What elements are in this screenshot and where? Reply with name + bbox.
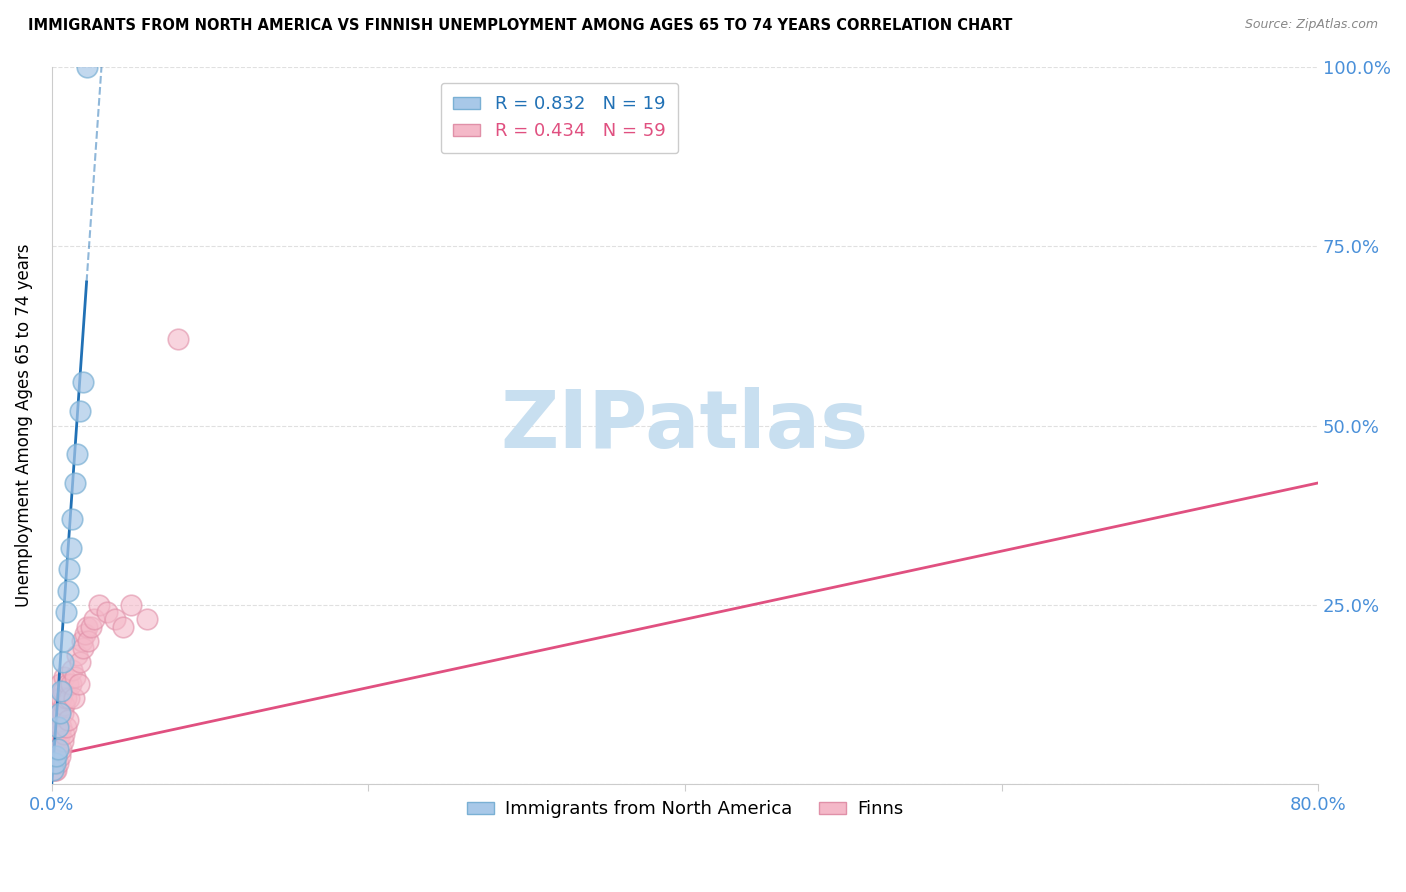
Point bbox=[65, 475, 87, 490]
Point bbox=[46, 720, 69, 734]
Point bbox=[63, 691, 86, 706]
Point bbox=[44, 756, 66, 770]
Point bbox=[69, 404, 91, 418]
Point bbox=[45, 748, 67, 763]
Text: IMMIGRANTS FROM NORTH AMERICA VS FINNISH UNEMPLOYMENT AMONG AGES 65 TO 74 YEARS : IMMIGRANTS FROM NORTH AMERICA VS FINNISH… bbox=[28, 18, 1012, 33]
Point bbox=[66, 447, 89, 461]
Point bbox=[53, 670, 76, 684]
Point bbox=[45, 741, 67, 756]
Point bbox=[42, 756, 65, 770]
Point bbox=[76, 60, 98, 74]
Point bbox=[67, 677, 90, 691]
Point bbox=[59, 677, 82, 691]
Point bbox=[55, 720, 77, 734]
Point bbox=[60, 512, 83, 526]
Point bbox=[44, 763, 66, 777]
Point bbox=[48, 727, 70, 741]
Point bbox=[80, 619, 103, 633]
Point bbox=[69, 656, 91, 670]
Point bbox=[77, 633, 100, 648]
Point bbox=[111, 619, 134, 633]
Point bbox=[58, 562, 80, 576]
Point bbox=[44, 756, 66, 770]
Point bbox=[45, 748, 67, 763]
Point bbox=[45, 763, 67, 777]
Point bbox=[52, 684, 75, 698]
Point bbox=[56, 583, 79, 598]
Legend: Immigrants from North America, Finns: Immigrants from North America, Finns bbox=[460, 793, 910, 826]
Point bbox=[53, 698, 76, 713]
Text: Source: ZipAtlas.com: Source: ZipAtlas.com bbox=[1244, 18, 1378, 31]
Point bbox=[48, 706, 70, 720]
Point bbox=[72, 641, 94, 656]
Point bbox=[42, 727, 65, 741]
Point bbox=[65, 670, 87, 684]
Point bbox=[48, 748, 70, 763]
Point bbox=[42, 748, 65, 763]
Point bbox=[96, 605, 118, 619]
Point bbox=[56, 713, 79, 727]
Point bbox=[45, 706, 67, 720]
Point bbox=[46, 720, 69, 734]
Point bbox=[66, 648, 89, 663]
Point bbox=[104, 612, 127, 626]
Point bbox=[70, 633, 93, 648]
Point bbox=[52, 734, 75, 748]
Point bbox=[42, 763, 65, 777]
Point bbox=[120, 598, 142, 612]
Point bbox=[55, 605, 77, 619]
Point bbox=[76, 619, 98, 633]
Point bbox=[46, 741, 69, 756]
Point bbox=[48, 677, 70, 691]
Point bbox=[45, 720, 67, 734]
Point bbox=[167, 332, 190, 346]
Point bbox=[135, 612, 157, 626]
Point bbox=[51, 691, 73, 706]
Point bbox=[58, 691, 80, 706]
Point bbox=[52, 706, 75, 720]
Point bbox=[44, 734, 66, 748]
Point bbox=[42, 741, 65, 756]
Point bbox=[46, 734, 69, 748]
Point bbox=[89, 598, 111, 612]
Point bbox=[51, 741, 73, 756]
Point bbox=[60, 663, 83, 677]
Point bbox=[44, 741, 66, 756]
Y-axis label: Unemployment Among Ages 65 to 74 years: Unemployment Among Ages 65 to 74 years bbox=[15, 244, 32, 607]
Point bbox=[83, 612, 105, 626]
Point bbox=[72, 376, 94, 390]
Point bbox=[53, 633, 76, 648]
Text: ZIPatlas: ZIPatlas bbox=[501, 386, 869, 465]
Point bbox=[48, 706, 70, 720]
Point bbox=[59, 541, 82, 555]
Point bbox=[56, 677, 79, 691]
Point bbox=[52, 656, 75, 670]
Point bbox=[42, 763, 65, 777]
Point bbox=[42, 734, 65, 748]
Point bbox=[46, 756, 69, 770]
Point bbox=[44, 720, 66, 734]
Point bbox=[46, 691, 69, 706]
Point bbox=[51, 720, 73, 734]
Point bbox=[53, 727, 76, 741]
Point bbox=[55, 691, 77, 706]
Point bbox=[51, 684, 73, 698]
Point bbox=[73, 626, 96, 640]
